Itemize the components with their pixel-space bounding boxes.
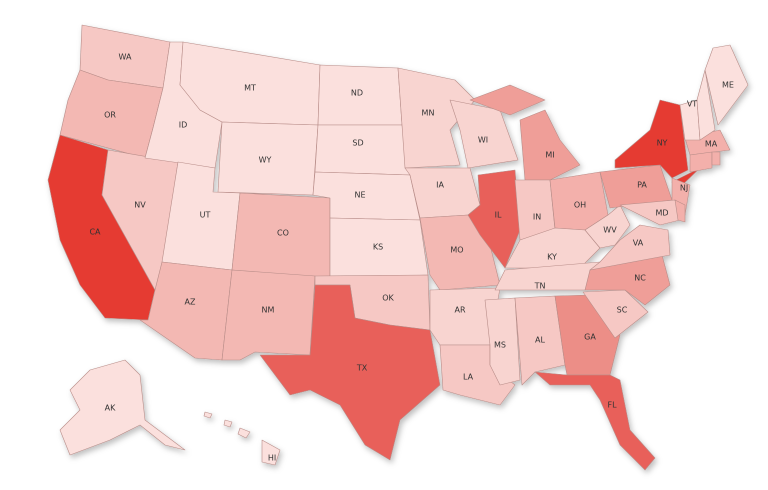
states bbox=[47, 24, 749, 471]
state-label: KY bbox=[547, 253, 557, 262]
state bbox=[519, 109, 581, 181]
state bbox=[689, 151, 713, 173]
state-label: WY bbox=[259, 156, 272, 165]
state-label: ME bbox=[722, 81, 734, 90]
state-label: AK bbox=[105, 404, 116, 413]
state-label: GA bbox=[584, 333, 596, 342]
state bbox=[259, 284, 441, 461]
state bbox=[314, 124, 411, 176]
state-label: NE bbox=[354, 191, 365, 200]
state-label: AZ bbox=[185, 298, 196, 307]
state-label: WV bbox=[603, 226, 617, 235]
state-label: LA bbox=[463, 373, 474, 382]
state bbox=[614, 99, 689, 179]
state-label: ND bbox=[351, 89, 363, 98]
state-label: FL bbox=[607, 401, 617, 410]
state bbox=[261, 439, 281, 466]
state bbox=[582, 289, 649, 339]
state-label: SC bbox=[617, 306, 628, 315]
state-label: PA bbox=[637, 181, 647, 190]
state-label: MI bbox=[545, 151, 554, 160]
state-label: VT bbox=[687, 100, 697, 109]
state bbox=[704, 44, 749, 126]
state-label: TN bbox=[534, 282, 546, 291]
state-label: HI bbox=[268, 454, 276, 463]
state bbox=[589, 224, 671, 271]
state-label: KS bbox=[373, 243, 383, 252]
state-label: IN bbox=[533, 213, 541, 222]
state-label: NY bbox=[657, 139, 668, 148]
state-label: NC bbox=[634, 274, 646, 283]
state bbox=[469, 84, 546, 116]
state-label: MO bbox=[450, 246, 463, 255]
state-label: UT bbox=[200, 211, 211, 220]
state-label: VA bbox=[633, 239, 644, 248]
state-label: SD bbox=[352, 139, 363, 148]
state-label: MD bbox=[655, 209, 668, 218]
state bbox=[711, 151, 721, 166]
state-label: NM bbox=[262, 306, 275, 315]
state-label: MN bbox=[422, 109, 435, 118]
state-label: OH bbox=[574, 201, 586, 210]
state bbox=[674, 199, 686, 223]
state-label: ID bbox=[179, 121, 188, 130]
state-label: AL bbox=[535, 336, 545, 345]
state-label: AR bbox=[454, 306, 465, 315]
state bbox=[696, 69, 716, 141]
state bbox=[59, 359, 186, 456]
state-label: IA bbox=[436, 181, 444, 190]
state-label: WA bbox=[119, 53, 132, 62]
state bbox=[223, 419, 233, 428]
state-label: NV bbox=[134, 201, 146, 210]
state bbox=[221, 269, 316, 361]
state-label: CO bbox=[277, 229, 289, 238]
labels: WA OR CA NV ID MT WY UT CO AZ NM ND SD NE KS OK TX MN IA MO… bbox=[89, 53, 734, 463]
state-label: OR bbox=[104, 111, 116, 120]
state-label: NJ bbox=[680, 184, 688, 193]
state-label: MA bbox=[705, 140, 718, 149]
state bbox=[619, 199, 681, 226]
state-label: WI bbox=[478, 136, 488, 145]
state-label: IL bbox=[495, 211, 502, 220]
state-label: CA bbox=[89, 228, 101, 237]
state bbox=[514, 295, 566, 386]
state bbox=[584, 204, 631, 249]
state bbox=[237, 427, 251, 439]
state-label: MT bbox=[244, 84, 256, 93]
state bbox=[203, 411, 213, 419]
state-label: TX bbox=[356, 364, 368, 373]
state bbox=[397, 67, 476, 169]
state-label: MS bbox=[494, 341, 506, 350]
state bbox=[534, 371, 656, 471]
state-label: OK bbox=[382, 294, 394, 303]
